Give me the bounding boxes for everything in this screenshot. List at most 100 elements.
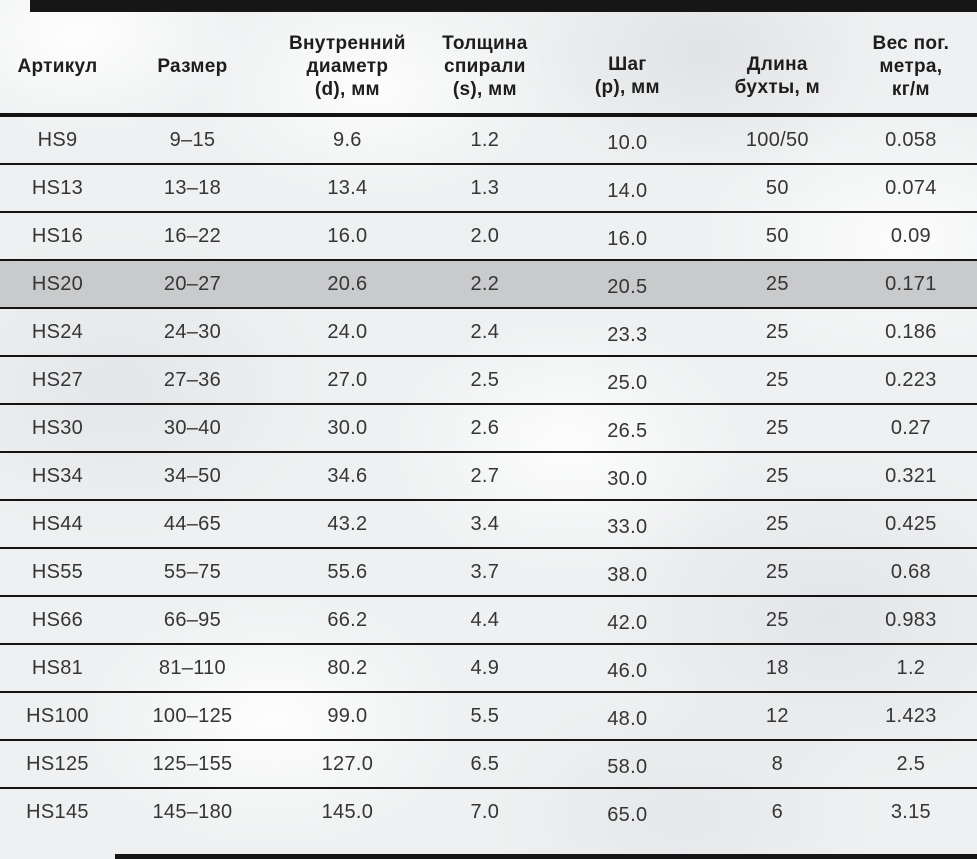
table-row: HS66 66–95 66.2 4.4 42.0 25 0.983 — [0, 597, 977, 645]
cell-size: 13–18 — [163, 176, 222, 199]
table-row: HS30 30–40 30.0 2.6 26.5 25 0.27 — [0, 405, 977, 453]
cell-weight: 0.223 — [885, 368, 937, 391]
cell-inner-diameter: 20.6 — [327, 272, 368, 295]
cell-article: HS20 — [31, 272, 84, 295]
cell-pitch: 30.0 — [607, 467, 648, 490]
cell-weight: 1.2 — [896, 656, 926, 679]
cell-coil-length: 25 — [765, 368, 789, 391]
cell-inner-diameter: 13.4 — [327, 176, 368, 199]
top-border-bar — [30, 0, 977, 12]
cell-size: 27–36 — [163, 368, 222, 391]
spec-table: Артикул Размер Внутренний диаметр (d), м… — [0, 20, 977, 835]
cell-spiral-thickness: 2.7 — [470, 464, 500, 487]
cell-weight: 0.321 — [885, 464, 937, 487]
column-header-article: Артикул — [17, 56, 98, 77]
cell-pitch: 65.0 — [607, 803, 648, 826]
cell-article: HS24 — [31, 320, 84, 343]
column-header-spiral-thickness: Толщина спирали (s), мм — [442, 33, 528, 100]
cell-inner-diameter: 34.6 — [327, 464, 368, 487]
cell-coil-length: 6 — [771, 800, 784, 823]
cell-spiral-thickness: 3.4 — [470, 512, 500, 535]
cell-article: HS16 — [31, 224, 84, 247]
cell-pitch: 26.5 — [607, 419, 648, 442]
cell-article: HS44 — [31, 512, 84, 535]
cell-weight: 0.425 — [885, 512, 937, 535]
cell-size: 125–155 — [152, 752, 233, 775]
cell-size: 44–65 — [163, 512, 222, 535]
cell-spiral-thickness: 3.7 — [470, 560, 500, 583]
cell-inner-diameter: 43.2 — [327, 512, 368, 535]
cell-coil-length: 50 — [765, 224, 789, 247]
column-header-inner-diameter: Внутренний диаметр (d), мм — [288, 33, 406, 100]
cell-article: HS34 — [31, 464, 84, 487]
cell-article: HS55 — [31, 560, 84, 583]
cell-coil-length: 25 — [765, 320, 789, 343]
cell-weight: 0.09 — [890, 224, 931, 247]
cell-pitch: 58.0 — [607, 755, 648, 778]
cell-spiral-thickness: 4.9 — [470, 656, 500, 679]
cell-coil-length: 8 — [771, 752, 784, 775]
cell-pitch: 16.0 — [607, 227, 648, 250]
cell-article: HS81 — [31, 656, 84, 679]
cell-inner-diameter: 99.0 — [327, 704, 368, 727]
cell-coil-length: 100/50 — [745, 128, 809, 151]
cell-spiral-thickness: 2.0 — [470, 224, 500, 247]
cell-weight: 2.5 — [896, 752, 926, 775]
cell-inner-diameter: 30.0 — [327, 416, 368, 439]
cell-coil-length: 25 — [765, 560, 789, 583]
cell-weight: 1.423 — [885, 704, 937, 727]
cell-pitch: 14.0 — [607, 179, 648, 202]
cell-article: HS13 — [31, 176, 84, 199]
cell-pitch: 25.0 — [607, 371, 648, 394]
table-row: HS24 24–30 24.0 2.4 23.3 25 0.186 — [0, 309, 977, 357]
cell-size: 20–27 — [163, 272, 222, 295]
cell-article: HS9 — [37, 128, 78, 151]
column-header-size: Размер — [157, 56, 228, 77]
cell-size: 16–22 — [163, 224, 222, 247]
cell-weight: 0.68 — [890, 560, 931, 583]
cell-size: 9–15 — [169, 128, 216, 151]
cell-inner-diameter: 80.2 — [327, 656, 368, 679]
table-row: HS100 100–125 99.0 5.5 48.0 12 1.423 — [0, 693, 977, 741]
table-row: HS27 27–36 27.0 2.5 25.0 25 0.223 — [0, 357, 977, 405]
table-row: HS34 34–50 34.6 2.7 30.0 25 0.321 — [0, 453, 977, 501]
cell-weight: 0.171 — [885, 272, 937, 295]
table-row: HS125 125–155 127.0 6.5 58.0 8 2.5 — [0, 741, 977, 789]
cell-inner-diameter: 9.6 — [333, 128, 362, 151]
cell-size: 55–75 — [163, 560, 222, 583]
cell-inner-diameter: 24.0 — [327, 320, 368, 343]
cell-pitch: 20.5 — [607, 275, 648, 298]
cell-spiral-thickness: 2.6 — [470, 416, 500, 439]
table-body: HS9 9–15 9.6 1.2 10.0 100/50 0.058 HS13 … — [0, 117, 977, 835]
cell-article: HS30 — [31, 416, 84, 439]
cell-coil-length: 12 — [765, 704, 789, 727]
cell-article: HS27 — [31, 368, 84, 391]
table-row: HS44 44–65 43.2 3.4 33.0 25 0.425 — [0, 501, 977, 549]
table-row: HS55 55–75 55.6 3.7 38.0 25 0.68 — [0, 549, 977, 597]
cell-coil-length: 25 — [765, 464, 789, 487]
cell-inner-diameter: 66.2 — [327, 608, 368, 631]
column-header-coil-length: Длина бухты, м — [734, 53, 821, 98]
cell-spiral-thickness: 5.5 — [470, 704, 500, 727]
cell-inner-diameter: 16.0 — [327, 224, 368, 247]
table-header-row: Артикул Размер Внутренний диаметр (d), м… — [0, 20, 977, 117]
cell-coil-length: 25 — [765, 608, 789, 631]
cell-coil-length: 25 — [765, 512, 789, 535]
cell-coil-length: 25 — [765, 416, 789, 439]
cell-spiral-thickness: 6.5 — [470, 752, 500, 775]
table-row: HS9 9–15 9.6 1.2 10.0 100/50 0.058 — [0, 117, 977, 165]
cell-weight: 0.983 — [885, 608, 937, 631]
cell-size: 145–180 — [152, 800, 233, 823]
cell-article: HS66 — [31, 608, 84, 631]
cell-spiral-thickness: 1.2 — [470, 128, 500, 151]
cell-spiral-thickness: 2.5 — [470, 368, 500, 391]
bottom-border-bar — [115, 854, 977, 859]
cell-pitch: 23.3 — [607, 323, 648, 346]
column-header-weight: Вес пог. метра, кг/м — [872, 33, 950, 100]
cell-weight: 0.186 — [885, 320, 937, 343]
cell-weight: 0.074 — [885, 176, 937, 199]
cell-article: HS125 — [26, 752, 89, 775]
cell-pitch: 48.0 — [607, 707, 648, 730]
cell-pitch: 46.0 — [607, 659, 648, 682]
cell-weight: 3.15 — [890, 800, 931, 823]
